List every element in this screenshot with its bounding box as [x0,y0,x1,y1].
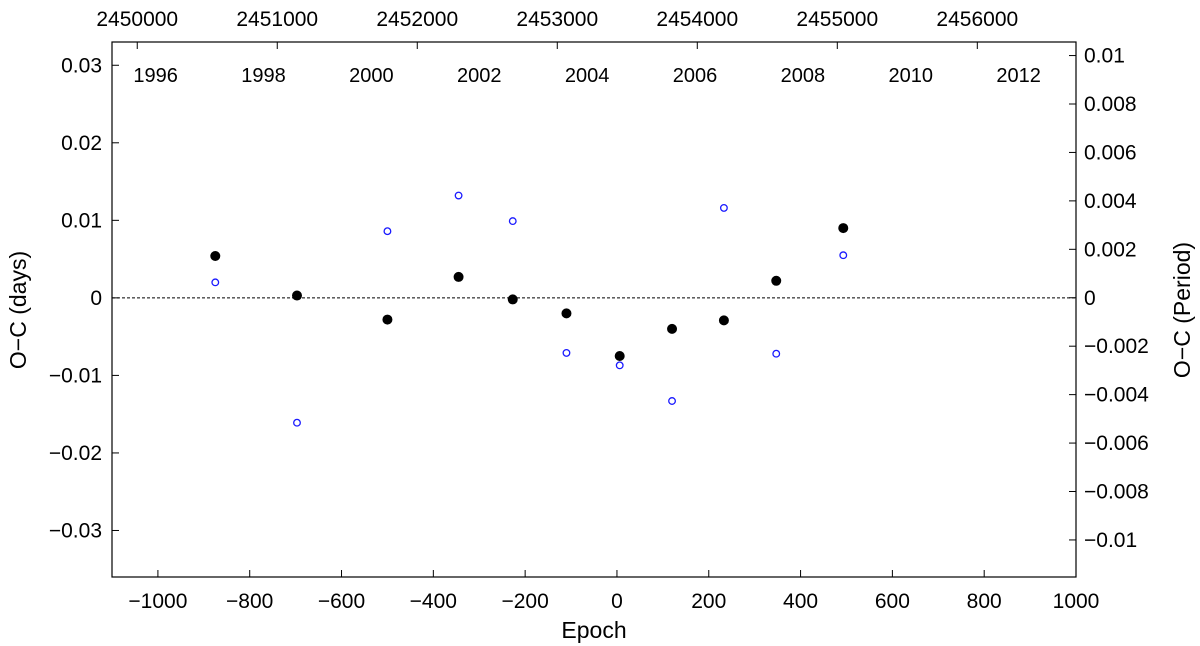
open-data-point [211,278,220,287]
y-tick-label: 0.03 [61,54,102,77]
y-right-tick-label: −0.01 [1084,529,1137,552]
y-tick-label: −0.02 [49,442,102,465]
y-right-tick-label: 0.002 [1084,238,1137,261]
x-tick-label: 200 [691,590,726,613]
y-right-tick-label: −0.004 [1084,384,1149,407]
x-tick-label: 400 [783,590,818,613]
year-label: 1996 [133,65,178,87]
top-jd-label: 2451000 [236,8,318,31]
y-tick-label: 0.01 [61,209,102,232]
y-axis-title-left: O−C (days) [5,251,31,369]
y-tick-label: −0.03 [49,519,102,542]
year-label: 2000 [349,65,394,87]
x-tick-label: −800 [226,590,273,613]
x-tick-label: 1000 [1053,590,1100,613]
year-label: 2004 [565,65,610,87]
y-right-tick-label: −0.006 [1084,432,1149,455]
bottom-x-axis: −1000 −800 −600 −400 −200 0 200 400 600 800 1000 [128,570,1099,613]
filled-data-point [771,275,782,286]
filled-data-point [667,323,678,334]
top-jd-label: 2456000 [936,8,1018,31]
y-right-tick-label: −0.008 [1084,481,1149,504]
x-axis-title: Epoch [561,617,626,643]
open-data-point [772,349,781,358]
open-data-point [562,348,571,357]
right-y-axis: −0.01 −0.008 −0.006 −0.004 −0.002 0 0.002 0.004… [1069,45,1149,552]
y-right-tick-label: 0.004 [1084,190,1137,213]
year-labels: 1996 1998 2000 2002 2004 2006 2008 2010 2012 [133,65,1041,87]
year-label: 2012 [996,65,1041,87]
y-right-tick-label: −0.002 [1084,335,1149,358]
top-jd-label: 2452000 [376,8,458,31]
y-tick-label: −0.01 [49,364,102,387]
filled-data-point [382,314,393,325]
year-label: 2008 [781,65,826,87]
x-tick-label: 600 [875,590,910,613]
open-data-point [508,217,517,226]
year-label: 2002 [457,65,502,87]
data-points [210,191,849,427]
y-tick-label: 0.02 [61,132,102,155]
x-tick-label: −1000 [128,590,187,613]
filled-data-point [614,351,625,362]
filled-data-point [507,294,518,305]
y-axis-title-right: O−C (Period) [1169,242,1195,378]
open-data-point [719,203,728,212]
x-tick-label: 800 [967,590,1002,613]
top-jd-label: 2454000 [656,8,738,31]
x-tick-label: −400 [410,590,457,613]
x-tick-label: 0 [611,590,623,613]
year-label: 1998 [241,65,286,87]
open-data-point [615,361,624,370]
filled-data-point [718,315,729,326]
y-right-tick-label: 0 [1084,287,1096,310]
filled-data-point [561,308,572,319]
open-data-point [454,191,463,200]
open-data-point [293,418,301,427]
open-data-point [668,397,676,405]
filled-data-point [210,251,221,261]
filled-data-point [291,290,302,301]
top-jd-label: 2453000 [516,8,598,31]
top-jd-axis: 2450000 2451000 2452000 2453000 2454000 24550… [96,8,1018,49]
y-tick-label: 0 [90,287,102,310]
filled-data-point [838,223,849,234]
filled-data-point [453,271,464,282]
y-right-tick-label: 0.006 [1084,141,1137,164]
open-data-point [839,251,848,260]
open-data-point [383,227,392,236]
year-label: 2006 [673,65,718,87]
x-tick-label: −600 [318,590,365,613]
top-jd-label: 2450000 [96,8,178,31]
top-jd-label: 2455000 [796,8,878,31]
x-tick-label: −200 [501,590,548,613]
plot-frame [111,41,1077,578]
y-right-tick-label: 0.01 [1084,45,1125,68]
y-right-tick-label: 0.008 [1084,93,1137,116]
left-y-axis: −0.03 −0.02 −0.01 0 0.01 0.02 0.03 [49,54,119,542]
year-label: 2010 [888,65,933,87]
